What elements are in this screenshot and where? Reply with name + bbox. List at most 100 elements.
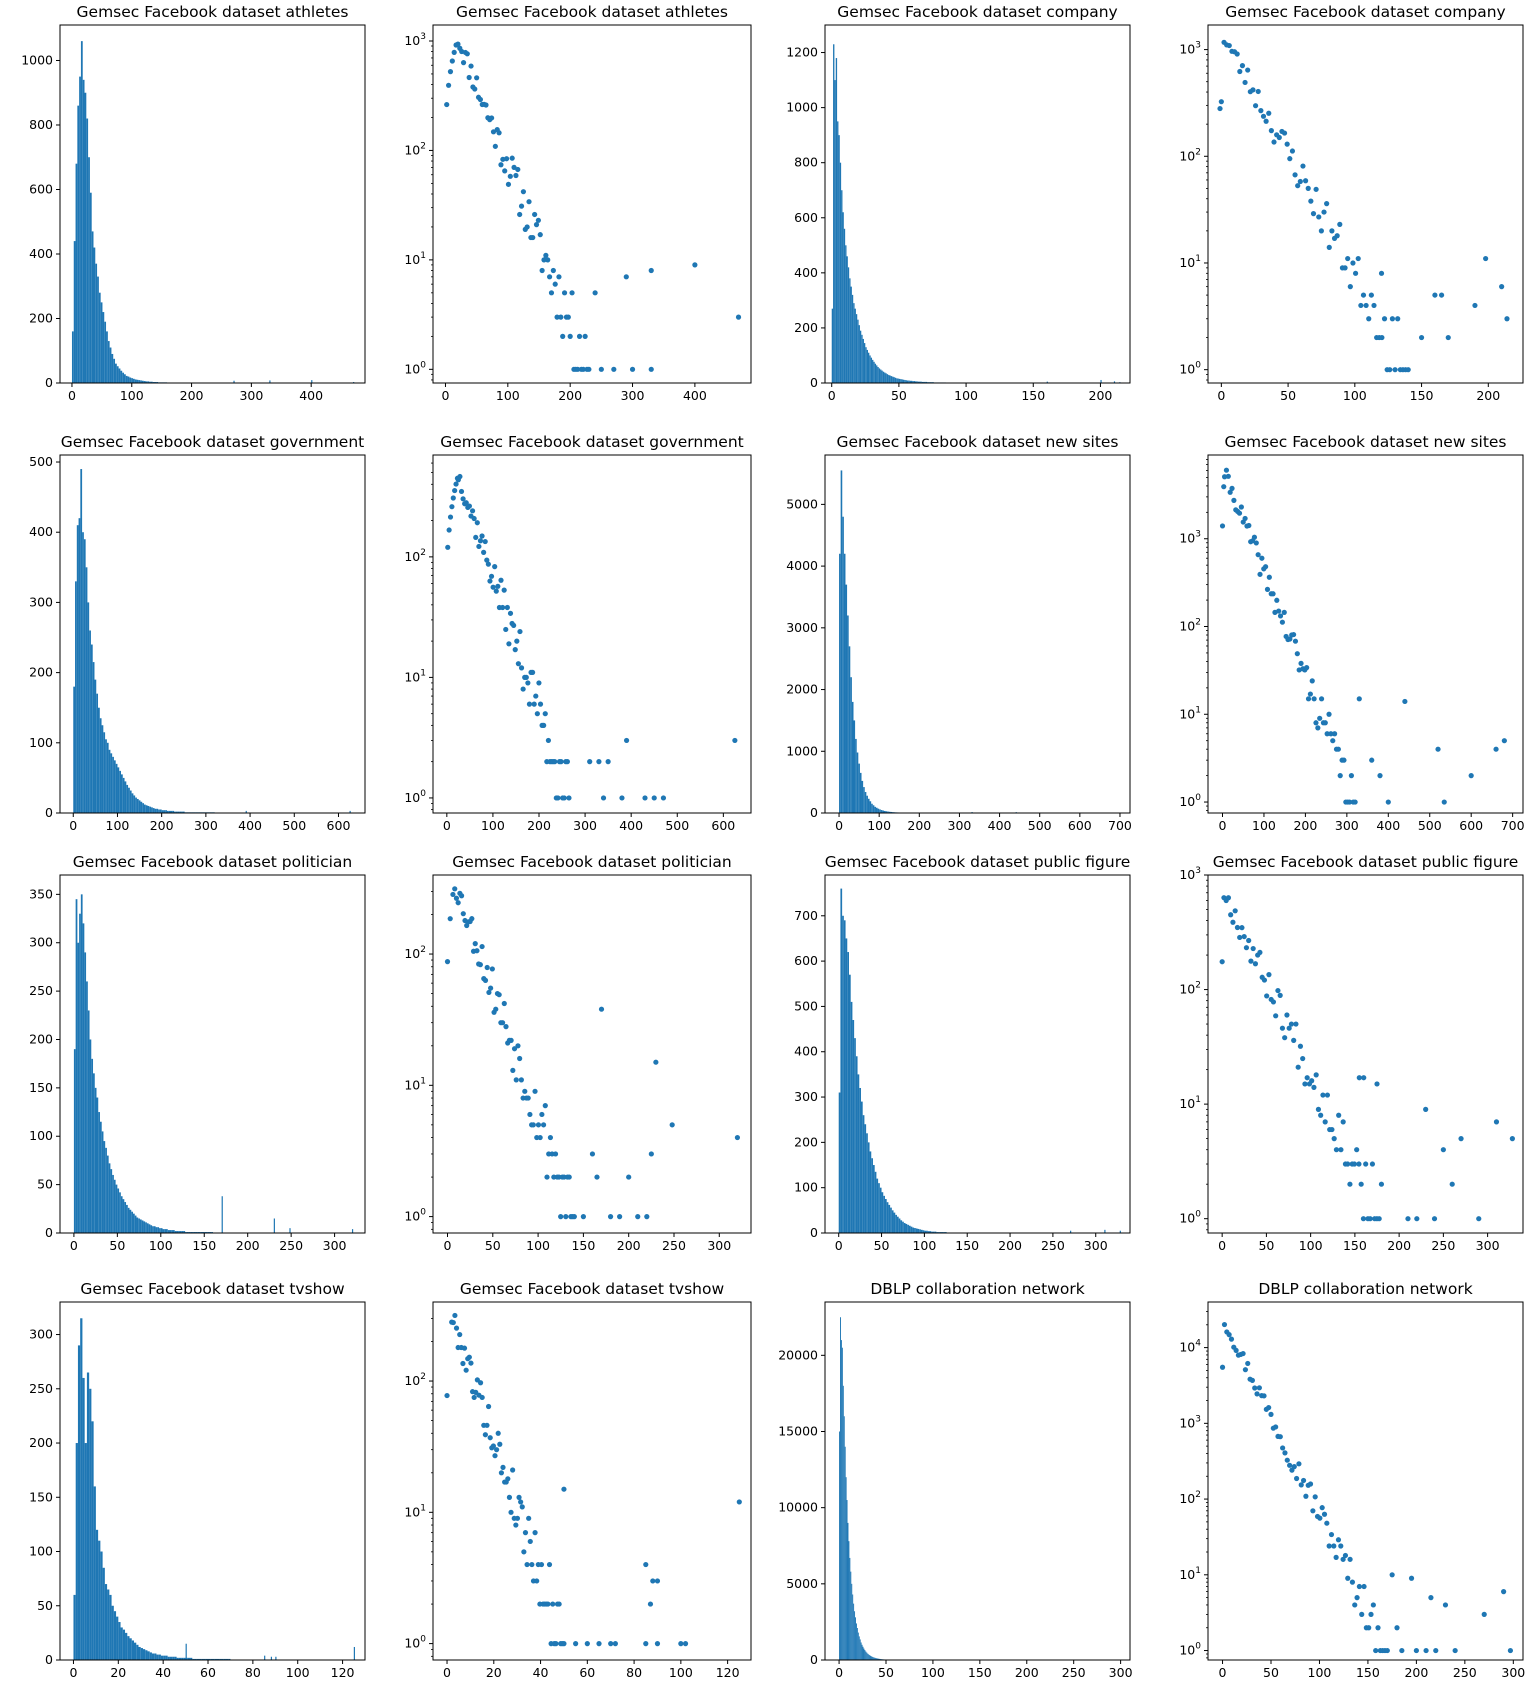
x-tick-label: 200 bbox=[1293, 818, 1317, 833]
scatter-point bbox=[1219, 1364, 1226, 1370]
histogram-bar bbox=[847, 1522, 849, 1660]
histogram-bar bbox=[853, 1603, 855, 1660]
scatter-point bbox=[1389, 316, 1396, 322]
histogram-bar bbox=[848, 974, 851, 1233]
scatter-point bbox=[1221, 1321, 1228, 1328]
histogram-bar bbox=[863, 787, 865, 813]
scatter-point bbox=[561, 1486, 567, 1492]
x-tick-label: 250 bbox=[279, 1238, 303, 1253]
scatter-point bbox=[1345, 1161, 1351, 1167]
scatter-point bbox=[1266, 1404, 1272, 1411]
y-tick-label: 250 bbox=[29, 983, 53, 998]
scatter-point bbox=[1356, 696, 1362, 702]
scatter-point bbox=[1360, 292, 1367, 298]
scatter-point bbox=[1341, 757, 1347, 763]
scatter-point bbox=[517, 211, 523, 218]
histogram-bar bbox=[881, 1192, 884, 1233]
histogram-bar bbox=[75, 899, 78, 1233]
histogram-bar bbox=[212, 1658, 215, 1660]
scatter-point bbox=[1304, 1075, 1310, 1081]
histogram-bar bbox=[76, 525, 79, 813]
histogram-bar bbox=[896, 1216, 899, 1233]
scatter-point bbox=[643, 1641, 649, 1647]
histogram-bar bbox=[877, 808, 880, 813]
y-tick-label: 5000 bbox=[786, 496, 818, 511]
y-tick-label: 300 bbox=[29, 594, 53, 609]
scatter-point bbox=[1295, 1064, 1301, 1070]
histogram-bar bbox=[131, 378, 133, 383]
scatter-point bbox=[482, 538, 488, 545]
scatter-point bbox=[1305, 696, 1312, 702]
scatter-point bbox=[653, 1059, 659, 1065]
histogram-bar bbox=[131, 1640, 134, 1660]
histogram-bar bbox=[349, 810, 351, 813]
scatter-point bbox=[537, 701, 544, 707]
scatter-point bbox=[1310, 1508, 1316, 1514]
scatter-point bbox=[1402, 698, 1408, 705]
histogram-bar bbox=[82, 923, 85, 1233]
scatter-point bbox=[643, 1561, 649, 1568]
histogram-bar bbox=[867, 798, 870, 813]
scatter-point bbox=[453, 481, 459, 487]
y-tick-label: 200 bbox=[794, 1134, 818, 1149]
scatter-point bbox=[466, 1354, 472, 1360]
subplot-title: DBLP collaboration network bbox=[1258, 1280, 1472, 1298]
x-tick-label: 150 bbox=[955, 1238, 979, 1253]
scatter-point bbox=[547, 1134, 554, 1141]
scatter-point bbox=[1392, 367, 1398, 373]
x-tick-label: 200 bbox=[1089, 388, 1113, 403]
histogram-bar bbox=[95, 1529, 99, 1660]
scatter-point bbox=[1219, 523, 1226, 529]
scatter-point bbox=[1281, 130, 1288, 136]
x-tick-label: 0 bbox=[1217, 388, 1225, 403]
scatter-point bbox=[555, 795, 561, 801]
histogram-bar bbox=[168, 810, 171, 813]
scatter-point bbox=[535, 217, 541, 223]
histogram-bar bbox=[98, 707, 100, 813]
histogram-bar bbox=[850, 1571, 852, 1660]
histogram-bar bbox=[117, 1188, 120, 1233]
scatter-point bbox=[510, 1467, 516, 1473]
scatter-point bbox=[1233, 1347, 1239, 1353]
histogram-bar bbox=[135, 797, 137, 813]
histogram-bar bbox=[845, 584, 848, 813]
x-tick-label: 500 bbox=[1418, 818, 1442, 833]
x-axis: 0 100 200 300 400 500 600 bbox=[69, 813, 350, 833]
scatter-point bbox=[1226, 42, 1232, 49]
scatter-point bbox=[565, 314, 571, 320]
x-tick-label: 300 bbox=[707, 1238, 731, 1253]
x-axis: 0 50 100 150 200 bbox=[828, 383, 1113, 403]
histogram-bar bbox=[122, 372, 124, 383]
scatter-point bbox=[1297, 1043, 1304, 1049]
histogram-bar bbox=[131, 1211, 133, 1233]
histogram-bar bbox=[152, 808, 155, 813]
scatter-point bbox=[1468, 773, 1474, 779]
scatter-point bbox=[552, 1151, 559, 1157]
histogram-bar bbox=[93, 1073, 95, 1233]
scatter-point bbox=[1253, 540, 1259, 546]
histogram-bar bbox=[113, 1611, 117, 1660]
x-tick-label: 200 bbox=[1404, 1665, 1428, 1680]
scatter-point bbox=[1246, 937, 1252, 944]
histogram-bar bbox=[867, 1142, 870, 1233]
histogram-bar bbox=[926, 1230, 928, 1233]
histogram-bar bbox=[870, 1655, 871, 1660]
histogram-bar bbox=[75, 163, 78, 383]
scatter-point bbox=[1352, 1602, 1358, 1608]
histogram-bar bbox=[183, 1657, 186, 1660]
histogram-bar bbox=[865, 1651, 867, 1660]
histogram-bar bbox=[906, 380, 909, 383]
histogram-bar bbox=[888, 1204, 891, 1233]
scatter-point bbox=[525, 680, 531, 686]
histogram-bar bbox=[245, 810, 247, 813]
scatter-point bbox=[1360, 1216, 1367, 1222]
scatter-point bbox=[495, 583, 501, 589]
y-tick-label: 101 bbox=[1179, 254, 1201, 270]
histogram-bar bbox=[143, 1221, 146, 1233]
histogram-bar bbox=[201, 1658, 204, 1660]
histogram-bar bbox=[187, 1657, 191, 1660]
scatter-point bbox=[537, 1134, 543, 1141]
x-tick-label: 120 bbox=[716, 1665, 740, 1680]
histogram-bar bbox=[842, 1385, 844, 1660]
scatter-point bbox=[608, 1641, 614, 1647]
